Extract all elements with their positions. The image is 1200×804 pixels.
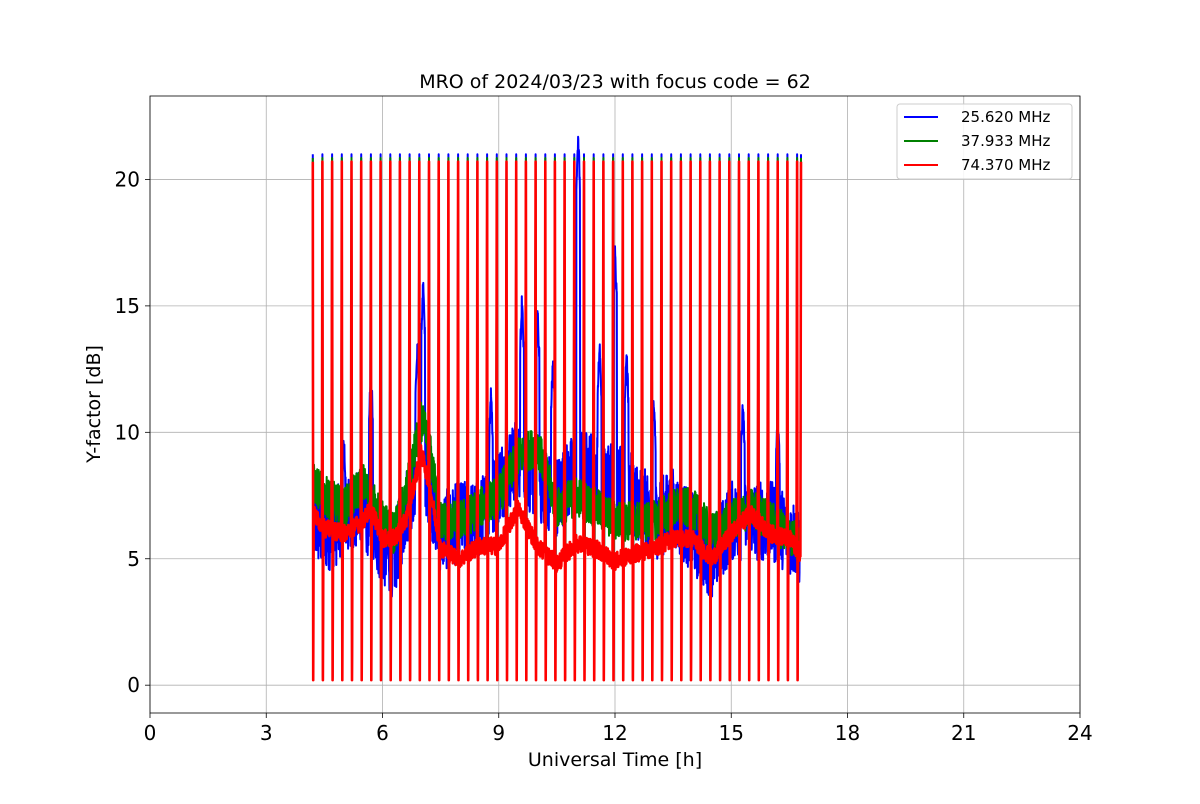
series-74mhz-line — [311, 160, 803, 682]
x-tick-label: 6 — [376, 721, 389, 745]
chart-title: MRO of 2024/03/23 with focus code = 62 — [419, 71, 811, 93]
x-tick-label: 0 — [144, 721, 157, 745]
data-layer — [311, 135, 803, 682]
x-tick-label: 3 — [260, 721, 273, 745]
y-axis-label: Y-factor [dB] — [83, 345, 105, 464]
x-tick-label: 24 — [1067, 721, 1092, 745]
legend-label-74mhz: 74.370 MHz — [961, 156, 1050, 174]
x-tick-label: 18 — [835, 721, 860, 745]
legend-label-25mhz: 25.620 MHz — [961, 108, 1050, 126]
legend: 25.620 MHz 37.933 MHz 74.370 MHz — [896, 103, 1073, 180]
axis-layer: 0 3 6 9 12 15 18 21 24 0 5 10 15 20 — [115, 167, 1093, 745]
x-tick-label: 21 — [951, 721, 976, 745]
y-tick-label: 15 — [115, 294, 140, 318]
legend-box — [896, 103, 1073, 180]
legend-label-37mhz: 37.933 MHz — [961, 132, 1050, 150]
x-tick-label: 12 — [602, 721, 627, 745]
y-tick-label: 20 — [115, 167, 140, 191]
y-tick-label: 5 — [127, 547, 140, 571]
y-tick-label: 0 — [127, 673, 140, 697]
x-tick-label: 9 — [492, 721, 505, 745]
y-tick-label: 10 — [115, 420, 140, 444]
x-tick-label: 15 — [719, 721, 744, 745]
x-axis-label: Universal Time [h] — [528, 749, 702, 771]
